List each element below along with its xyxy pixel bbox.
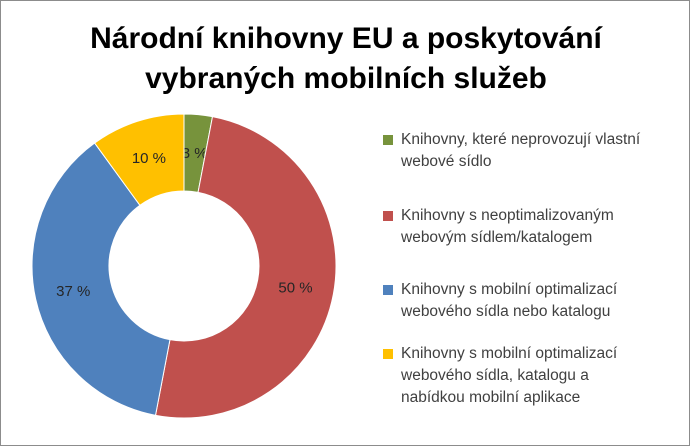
legend-label: Knihovny, které neprovozují vlastní webo… xyxy=(401,131,641,170)
donut-slice xyxy=(93,113,185,207)
legend-label: Knihovny s mobilní optimalizací webového… xyxy=(401,281,618,320)
slice-data-label: 37 % xyxy=(56,283,90,300)
chart-title-line: vybraných mobilních služeb xyxy=(145,62,547,95)
legend-label: Knihovny s mobilní optimalizací webového… xyxy=(401,345,618,406)
legend-swatch xyxy=(383,211,393,221)
legend-swatch xyxy=(383,135,393,145)
donut-slice xyxy=(154,116,337,419)
legend-swatch xyxy=(383,285,393,295)
donut-slice xyxy=(31,142,171,416)
slice-data-label: 3 % xyxy=(182,145,208,162)
chart-title-line: Národní knihovny EU a poskytování xyxy=(90,22,602,55)
legend-swatch xyxy=(383,349,393,359)
legend-label: Knihovny s neoptimalizovaným webovým síd… xyxy=(401,207,614,246)
slice-data-label: 10 % xyxy=(132,150,166,167)
chart-title: Národní knihovny EU a poskytování vybraný… xyxy=(1,19,690,99)
slice-data-label: 50 % xyxy=(278,279,312,296)
